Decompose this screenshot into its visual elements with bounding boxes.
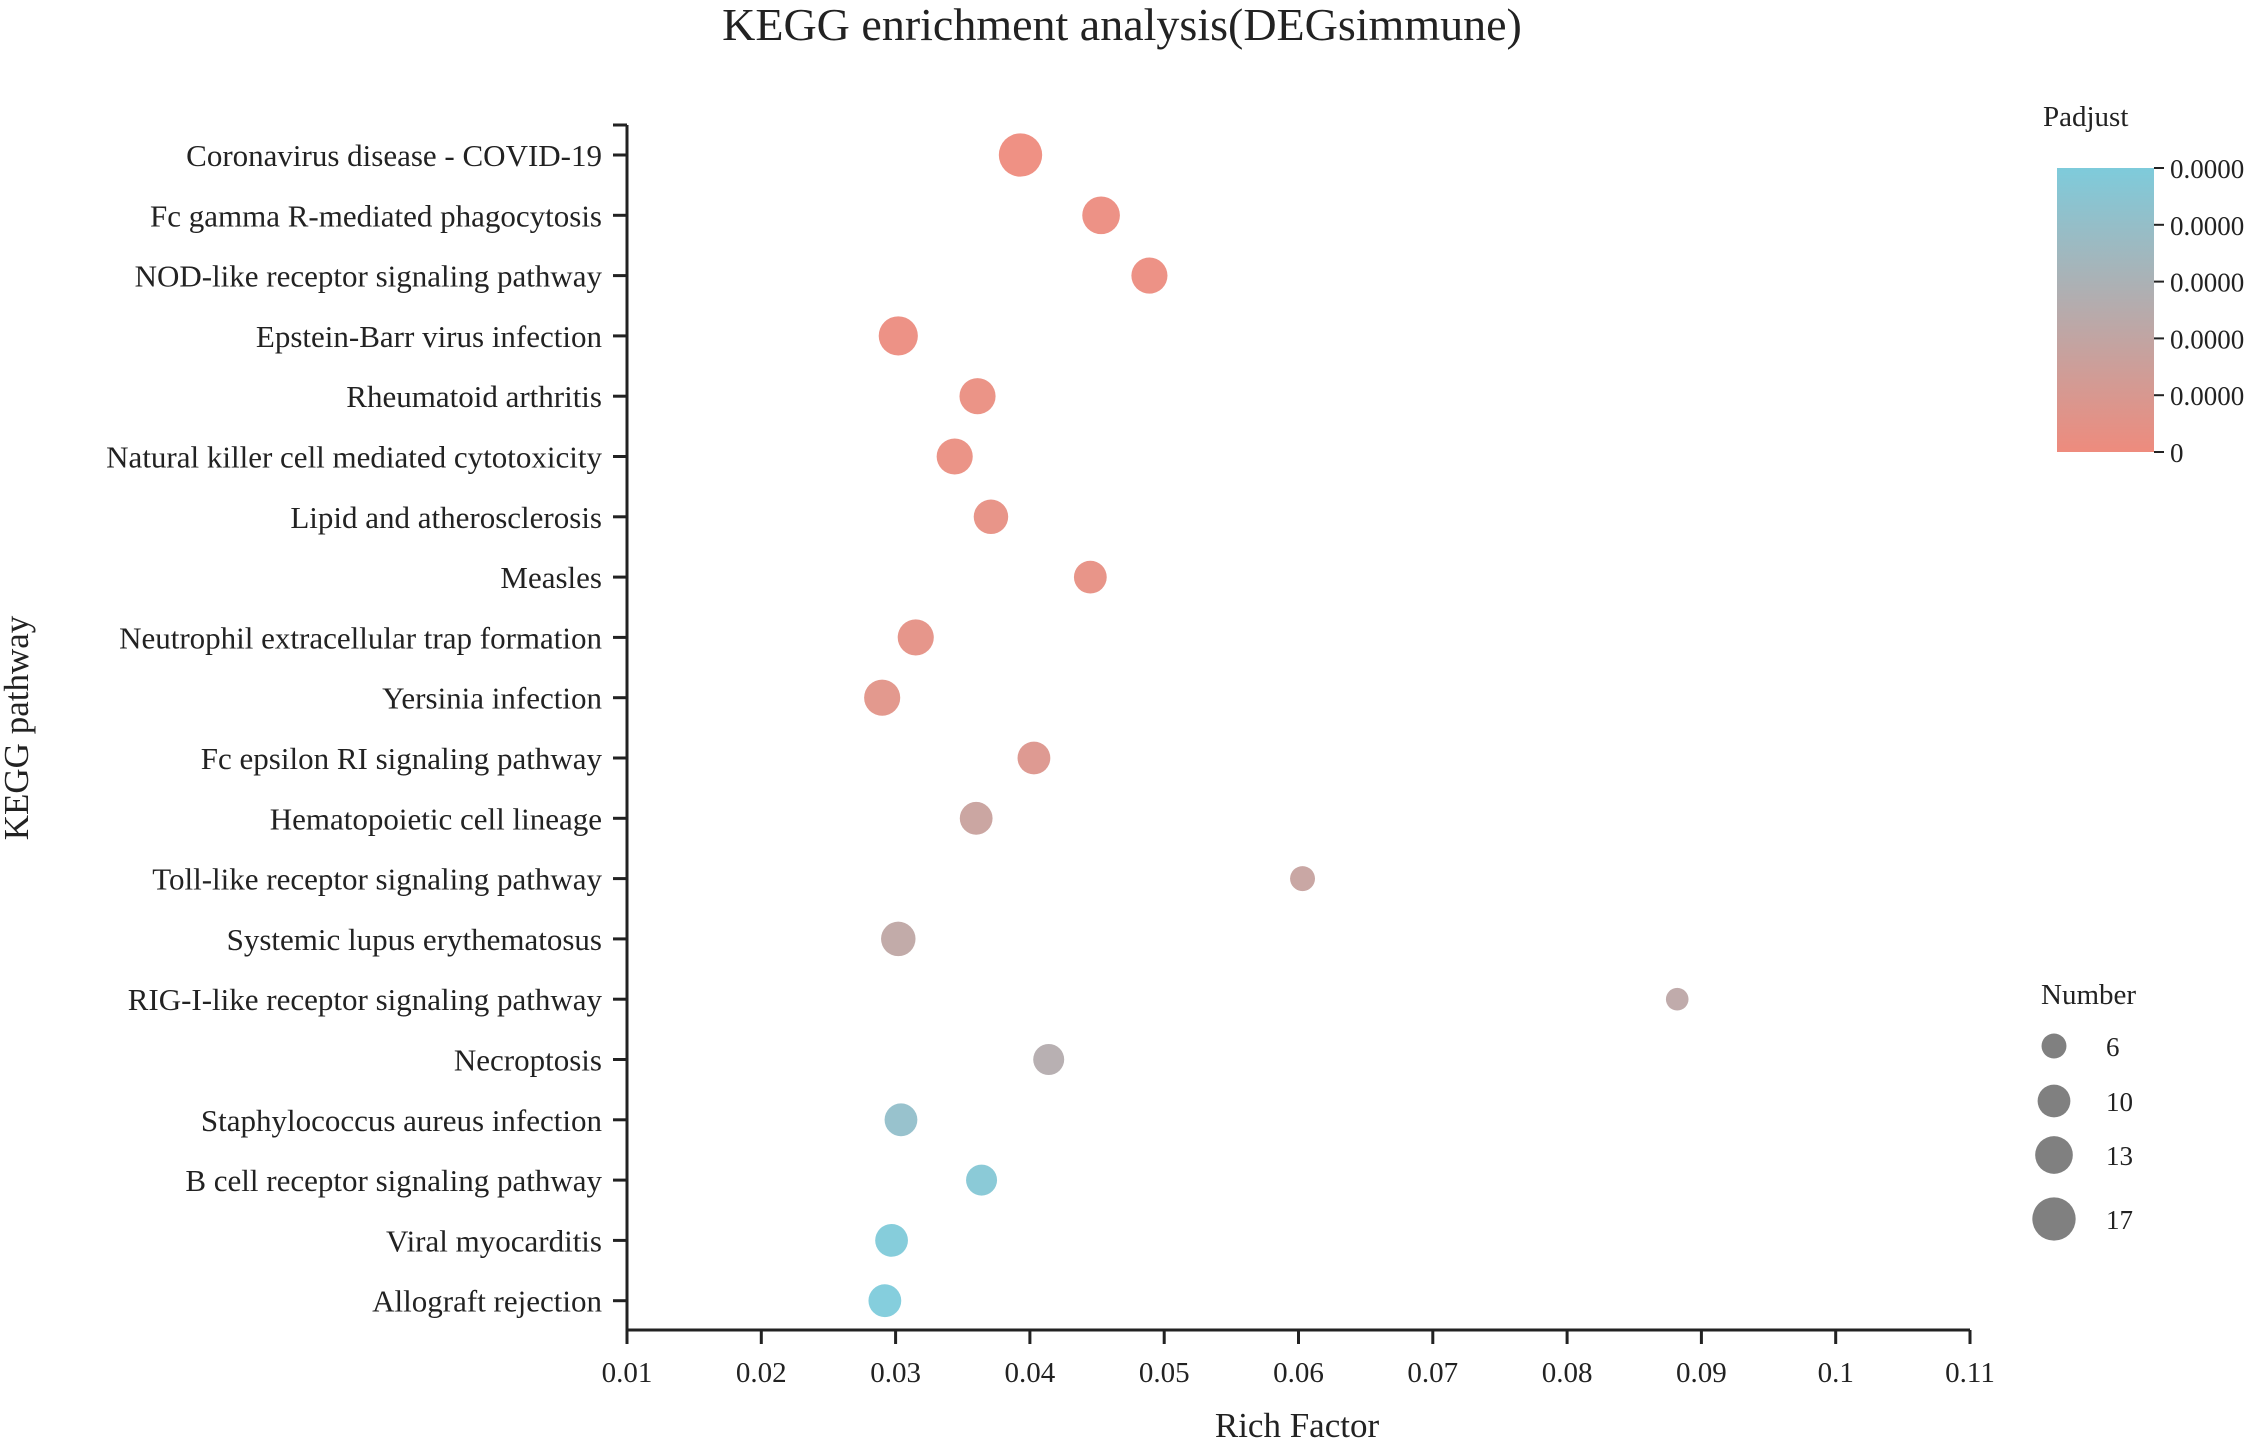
x-tick-label: 0.08	[1542, 1357, 1593, 1389]
pathway-label: Toll-like receptor signaling pathway	[152, 862, 602, 897]
color-legend-title: Padjust	[2043, 101, 2128, 133]
chart-title: KEGG enrichment analysis(DEGsimmune)	[722, 0, 1522, 50]
size-legend-label: 17	[2106, 1205, 2133, 1235]
size-legend-marker	[2041, 1033, 2067, 1059]
pathway-label: Fc gamma R-mediated phagocytosis	[150, 198, 602, 233]
x-tick-label: 0.1	[1818, 1357, 1854, 1389]
pathway-label: Lipid and atherosclerosis	[290, 500, 602, 535]
pathway-label: Epstein-Barr virus infection	[256, 319, 603, 354]
color-legend-label: 0.000004	[2170, 211, 2244, 241]
size-legend-label: 10	[2106, 1087, 2133, 1117]
size-legend-title: Number	[2041, 979, 2136, 1011]
x-tick-label: 0.04	[1005, 1357, 1056, 1389]
pathway-label: Systemic lupus erythematosus	[227, 922, 602, 957]
pathway-label: Viral myocarditis	[386, 1223, 602, 1258]
size-legend-marker	[2032, 1197, 2076, 1241]
x-tick-label: 0.05	[1139, 1357, 1190, 1389]
data-point	[998, 133, 1043, 177]
data-point	[1290, 866, 1316, 892]
pathway-label: Staphylococcus aureus infection	[201, 1103, 603, 1138]
size-legend-label: 6	[2106, 1032, 2120, 1062]
data-point	[1017, 741, 1051, 775]
data-point	[1665, 987, 1689, 1011]
x-tick-label: 0.03	[870, 1357, 921, 1389]
data-point	[868, 1284, 902, 1318]
pathway-label: Coronavirus disease - COVID-19	[186, 138, 602, 173]
data-point	[884, 1103, 918, 1137]
x-tick-label: 0.11	[1945, 1357, 1995, 1389]
pathway-label: NOD-like receptor signaling pathway	[135, 259, 603, 294]
data-point	[959, 801, 993, 835]
data-point	[1082, 196, 1120, 235]
data-point	[966, 1164, 998, 1196]
pathway-label: Yersinia infection	[382, 681, 602, 716]
color-legend-label: 0.000002	[2170, 324, 2244, 354]
x-tick-label: 0.06	[1273, 1357, 1324, 1389]
pathway-label: Natural killer cell mediated cytotoxicit…	[106, 440, 602, 475]
pathway-label: Neutrophil extracellular trap formation	[119, 620, 602, 655]
x-tick-label: 0.01	[602, 1357, 653, 1389]
x-tick-label: 0.07	[1407, 1357, 1458, 1389]
pathway-label: Hematopoietic cell lineage	[270, 801, 602, 836]
pathway-label: Rheumatoid arthritis	[346, 379, 602, 414]
pathway-label: Allograft rejection	[372, 1284, 602, 1319]
plot-area: 0.01 0.02 0.03 0.04 0.05 0.06 0.07 0.08 0.09 0.1 0…	[106, 123, 1995, 1389]
pathway-label: Necroptosis	[454, 1043, 602, 1078]
color-legend-gradient	[2057, 168, 2154, 452]
color-legend-label: 0.000001	[2170, 381, 2244, 411]
data-point	[897, 619, 934, 656]
pathway-label: Measles	[500, 560, 602, 595]
data-point	[1033, 1044, 1065, 1075]
size-legend-marker	[2035, 1136, 2073, 1174]
x-tick-label: 0.09	[1676, 1357, 1727, 1389]
color-legend-label: 0	[2170, 438, 2184, 468]
data-point	[878, 316, 918, 356]
data-point	[1073, 560, 1107, 594]
data-point	[1131, 257, 1168, 294]
data-point	[864, 679, 901, 716]
pathway-label: B cell receptor signaling pathway	[185, 1163, 602, 1198]
size-legend-label: 13	[2106, 1141, 2133, 1171]
pathway-label: RIG-I-like receptor signaling pathway	[128, 982, 603, 1017]
data-point	[875, 1224, 908, 1257]
x-tick-label: 0.02	[736, 1357, 787, 1389]
data-point	[973, 499, 1009, 535]
data-point	[959, 378, 996, 415]
y-axis-title: KEGG pathway	[0, 615, 36, 840]
legend-area: Padjust 0.000005 0.000004 0.000003 0.000002 0…	[2032, 101, 2244, 1241]
data-point	[936, 438, 973, 475]
color-legend-label: 0.000005	[2170, 154, 2244, 184]
x-axis-title: Rich Factor	[1215, 1406, 1380, 1445]
color-legend-label: 0.000003	[2170, 268, 2244, 298]
size-legend-marker	[2037, 1084, 2071, 1118]
pathway-label: Fc epsilon RI signaling pathway	[201, 741, 603, 776]
data-point	[881, 921, 916, 957]
